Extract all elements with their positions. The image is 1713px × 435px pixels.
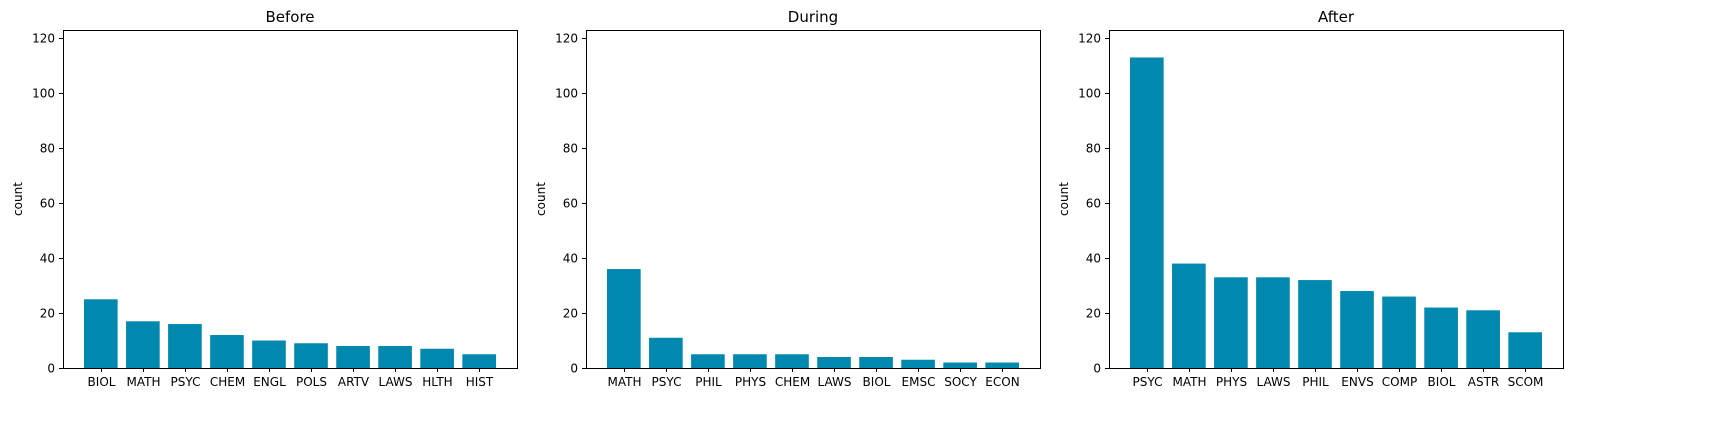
y-tick-label: 40 [1086,252,1101,266]
bar-hist [462,354,496,368]
x-tick-label: LAWS [379,375,413,389]
y-tick-label: 40 [563,252,578,266]
bar-econ [985,362,1019,368]
y-tick-label: 0 [47,362,55,376]
y-tick-label: 100 [1078,87,1101,101]
bar-phil [691,354,725,368]
bar-psyc [168,324,202,368]
bar-engl [252,340,286,368]
y-tick-label: 120 [1078,32,1101,46]
bar-chem [775,354,809,368]
bar-artv [336,346,370,368]
x-tick-label: SCOM [1508,375,1544,389]
x-tick-label: POLS [296,375,327,389]
x-tick-label: HIST [466,375,494,389]
y-tick-label: 20 [563,307,578,321]
y-tick-label: 80 [563,142,578,156]
x-tick-label: LAWS [1257,375,1291,389]
bar-math [126,321,160,368]
bar-envs [1340,291,1374,368]
y-tick-label: 20 [1086,307,1101,321]
y-tick-label: 80 [40,142,55,156]
x-tick-label: EMSC [902,375,936,389]
bar-phys [733,354,767,368]
x-tick-label: CHEM [775,375,810,389]
x-tick-label: PHYS [735,375,766,389]
y-tick-label: 40 [40,252,55,266]
axes-frame [1109,30,1564,369]
axes-frame [586,30,1041,369]
x-tick-label: ECON [985,375,1019,389]
y-axis-label: count [1057,182,1071,216]
x-tick-label: ARTV [338,375,370,389]
bar-socy [943,362,977,368]
x-tick-label: MATH [1173,375,1207,389]
panel-title: After [1318,8,1355,26]
y-tick-label: 80 [1086,142,1101,156]
x-tick-label: ASTR [1468,375,1500,389]
y-tick-label: 60 [563,197,578,211]
y-tick-label: 120 [32,32,55,46]
x-tick-label: HLTH [422,375,452,389]
bar-chem [210,335,244,368]
x-tick-label: ENVS [1341,375,1373,389]
x-tick-label: PSYC [1133,375,1163,389]
bar-laws [817,357,851,368]
axes-frame [63,30,518,369]
y-tick-label: 100 [555,87,578,101]
x-tick-label: SOCY [944,375,977,389]
y-axis-label: count [11,182,25,216]
bar-hlth [420,348,454,368]
y-tick-label: 120 [555,32,578,46]
panel-title: Before [265,8,314,26]
x-tick-label: CHEM [210,375,245,389]
bar-math [1172,263,1206,368]
bar-math [607,269,641,368]
y-tick-label: 60 [40,197,55,211]
y-axis-label: count [534,182,548,216]
bar-laws [378,346,412,368]
y-tick-label: 20 [40,307,55,321]
panel-before: BIOL MATH PSYC CHEM ENGL POLS ARTV LAWS HLTH HIST… [11,8,518,389]
bar-emsc [901,359,935,368]
bar-comp [1382,296,1416,368]
bar-psyc [1130,57,1164,368]
x-tick-label: LAWS [818,375,852,389]
bar-scom [1508,332,1542,368]
y-tick-label: 0 [570,362,578,376]
bar-phil [1298,280,1332,368]
x-tick-label: PSYC [652,375,682,389]
bar-psyc [649,337,683,368]
x-tick-label: PHYS [1216,375,1247,389]
x-tick-label: ENGL [253,375,286,389]
bar-pols [294,343,328,368]
bar-biol [84,299,118,368]
bar-biol [1424,307,1458,368]
x-tick-label: COMP [1382,375,1417,389]
panel-title: During [788,8,838,26]
x-tick-label: BIOL [1428,375,1456,389]
x-tick-label: PHIL [695,375,722,389]
y-tick-label: 60 [1086,197,1101,211]
x-tick-label: BIOL [863,375,891,389]
bar-laws [1256,277,1290,368]
panel-during: MATH PSYC PHIL PHYS CHEM LAWS BIOL EMSC SOCY ECON… [534,8,1041,389]
x-tick-label: PSYC [171,375,201,389]
bar-phys [1214,277,1248,368]
bar-astr [1466,310,1500,368]
y-tick-label: 0 [1093,362,1101,376]
y-tick-label: 100 [32,87,55,101]
x-tick-label: BIOL [88,375,116,389]
bar-biol [859,357,893,368]
panel-after: PSYC MATH PHYS LAWS PHIL ENVS COMP BIOL ASTR SCOM… [1057,8,1564,389]
x-tick-label: PHIL [1302,375,1329,389]
x-tick-label: MATH [127,375,161,389]
x-tick-label: MATH [608,375,642,389]
